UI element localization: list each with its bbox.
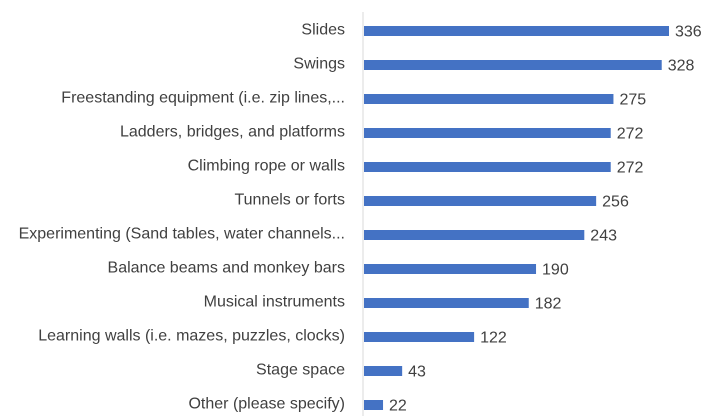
value-label: 336: [675, 24, 702, 41]
bar: [364, 264, 537, 274]
bar: [364, 26, 669, 36]
value-label: 275: [619, 92, 646, 109]
category-label: Stage space: [256, 362, 345, 379]
category-label: Experimenting (Sand tables, water channe…: [19, 226, 345, 243]
category-labels: Slides Swings Freestanding equipment (i.e.…: [19, 22, 346, 413]
bar: [364, 400, 384, 410]
value-label: 272: [617, 126, 644, 143]
value-label: 328: [668, 58, 695, 75]
value-label: 122: [480, 330, 507, 347]
category-label: Musical instruments: [204, 294, 345, 311]
category-label: Freestanding equipment (i.e. zip lines,.…: [61, 90, 345, 107]
bar: [364, 298, 529, 308]
value-label: 22: [389, 398, 407, 415]
category-label: Slides: [301, 22, 345, 39]
category-label: Tunnels or forts: [234, 192, 345, 209]
value-label: 243: [590, 228, 617, 245]
category-label: Climbing rope or walls: [188, 158, 345, 175]
bar: [364, 332, 475, 342]
value-label: 272: [617, 160, 644, 177]
bar: [364, 366, 403, 376]
category-label: Ladders, bridges, and platforms: [120, 124, 345, 141]
category-label: Learning walls (i.e. mazes, puzzles, clo…: [38, 328, 345, 345]
category-label: Balance beams and monkey bars: [108, 260, 345, 277]
category-label: Other (please specify): [188, 396, 345, 413]
bar: [364, 162, 611, 172]
value-label: 182: [535, 296, 562, 313]
bar: [364, 128, 611, 138]
bars-layer: [364, 26, 669, 410]
bar: [364, 196, 597, 206]
value-label: 43: [408, 364, 426, 381]
value-label: 190: [542, 262, 569, 279]
category-label: Swings: [293, 56, 345, 73]
bar: [364, 60, 662, 70]
value-label: 256: [602, 194, 629, 211]
bar: [364, 94, 614, 104]
bar: [364, 230, 585, 240]
